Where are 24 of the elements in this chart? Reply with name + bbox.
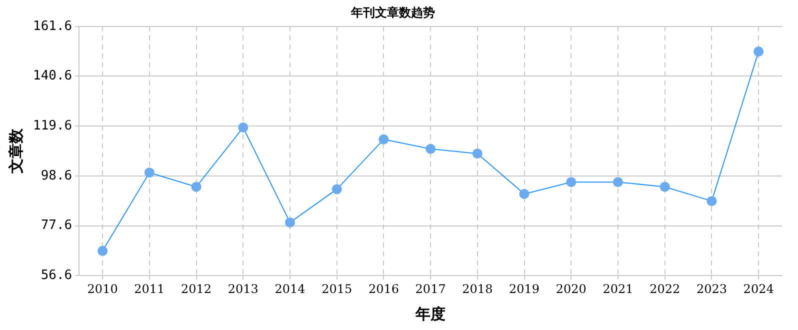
x-tick-label: 2010: [87, 282, 118, 296]
chart-title: 年刊文章数趋势: [350, 5, 435, 20]
y-tick-label: 98.6: [40, 168, 72, 184]
x-tick-label: 2020: [556, 282, 586, 296]
x-tick-label: 2018: [462, 282, 493, 296]
x-tick-label: 2012: [181, 282, 212, 296]
x-tick-label: 2015: [322, 282, 352, 296]
x-tick-label: 2024: [743, 282, 774, 296]
x-tick-label: 2011: [134, 282, 165, 296]
y-tick-label: 77.6: [40, 218, 72, 234]
x-axis-title: 年度: [414, 304, 446, 323]
x-tick-label: 2022: [650, 282, 680, 296]
y-axis-title: 文章数: [6, 128, 25, 174]
x-tick-label: 2023: [696, 282, 727, 296]
x-tick-label: 2016: [368, 282, 399, 296]
y-tick-label: 140.6: [32, 68, 72, 84]
y-tick-label: 161.6: [32, 18, 72, 34]
x-tick-label: 2021: [602, 282, 634, 296]
x-tick-label: 2014: [274, 282, 306, 296]
x-tick-label: 2017: [415, 282, 446, 296]
x-tick-label: 2019: [509, 282, 540, 296]
y-tick-label: 119.6: [32, 118, 72, 134]
y-tick-label: 56.6: [40, 268, 72, 283]
x-tick-label: 2013: [228, 282, 258, 296]
